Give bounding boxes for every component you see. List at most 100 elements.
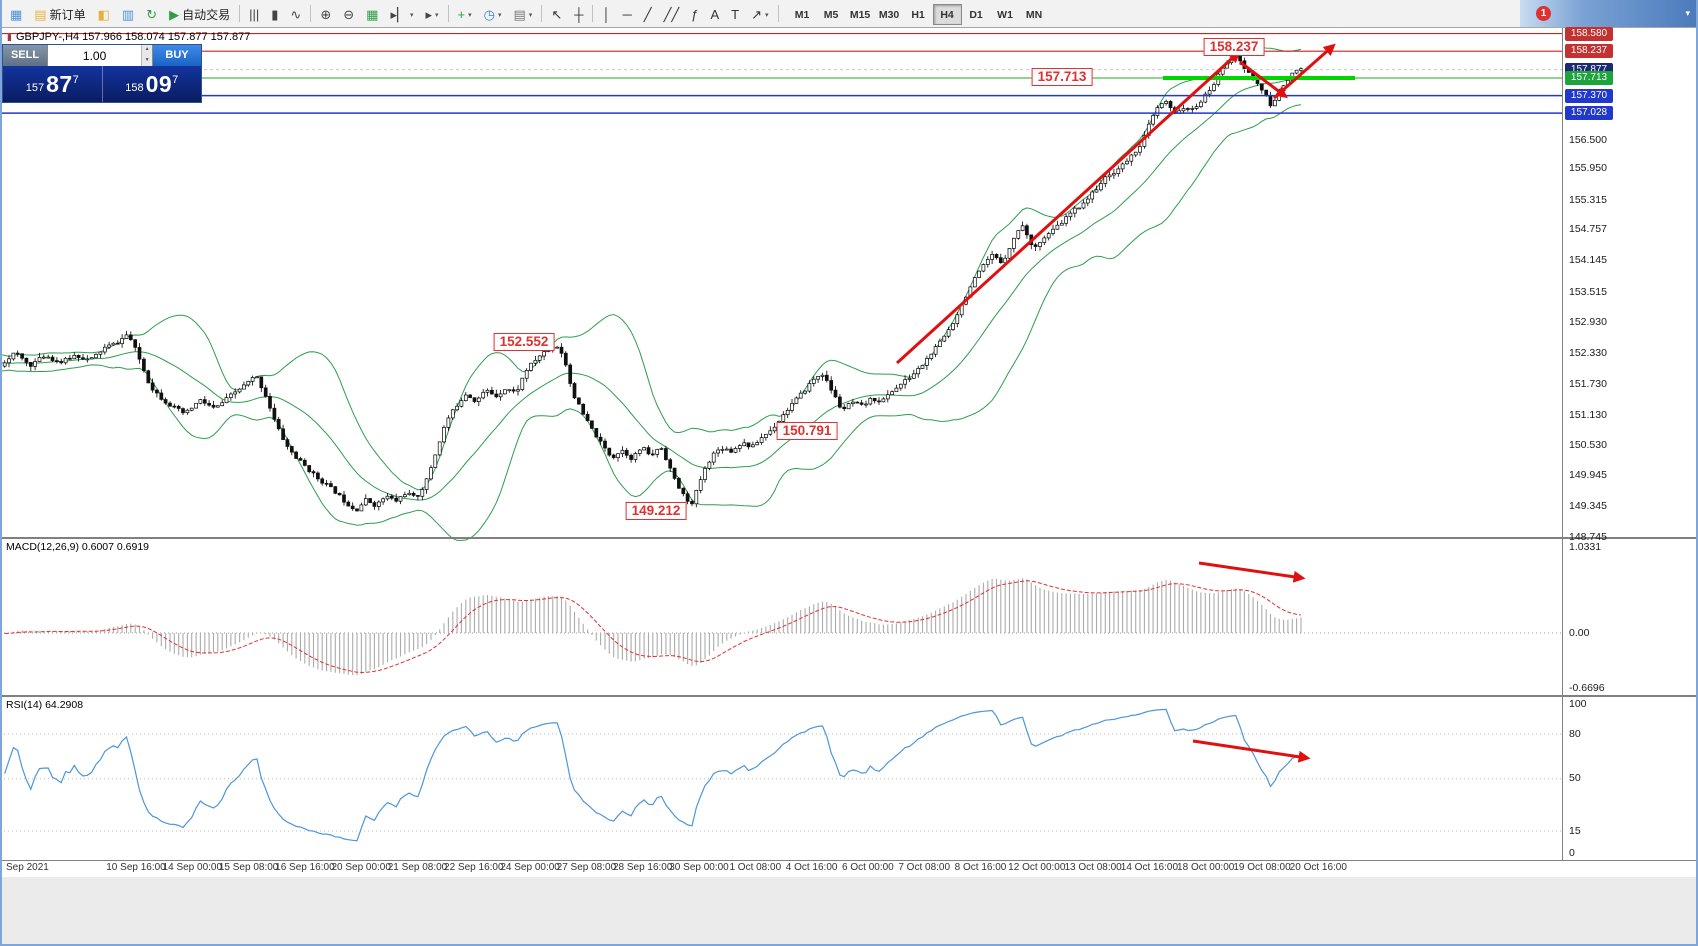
rsi-label: RSI(14) 64.2908: [6, 699, 84, 711]
templates-icon[interactable]: ▤ ▾: [509, 3, 538, 26]
horizontal-line-icon[interactable]: ─: [618, 3, 637, 26]
toolbar: ▦ ▤ 新订单 ◧ ▥ ↻ ▶ 自动交易 ||| ▮ ∿ ⊕ ⊖ ▦ ▸▏ ▾ ▸ ▾ + ▾ ◷ ▾ ▤ ▾ ↖ ┼ │ ─ ╱ ╱╱ ƒ…: [0, 0, 1698, 27]
price-tick-label: 151.130: [1569, 408, 1607, 421]
price-axis[interactable]: 156.500 155.950 155.315 154.757 154.145 153.5…: [1563, 26, 1698, 861]
time-tick-label: 19 Oct 08:00: [1233, 862, 1291, 873]
new-order-button: ▤: [34, 7, 47, 22]
bollinger-lower-band: [0, 104, 1302, 541]
window-border-left: [0, 0, 2, 946]
price-tick-label: 152.930: [1569, 316, 1607, 329]
trendline-icon: ╱: [643, 7, 652, 22]
window-menu-icon[interactable]: ▾: [1685, 8, 1690, 18]
time-tick-label: 12 Oct 00:00: [1008, 862, 1066, 873]
chart-shift-icon[interactable]: ▸ ▾: [420, 3, 443, 26]
candlestick-mode-icon[interactable]: ▮: [266, 3, 283, 26]
time-axis-separator: [0, 860, 1698, 861]
toolbar-separator: [447, 5, 449, 22]
bar-chart-mode-icon: |||: [249, 7, 260, 22]
volume-down-button[interactable]: ▼: [142, 55, 152, 66]
crosshair-icon[interactable]: ┼: [569, 3, 588, 26]
timeframe-button-m5[interactable]: M5: [823, 8, 839, 21]
bar-chart-mode-icon[interactable]: |||: [244, 3, 264, 26]
bollinger-middle-band: [0, 76, 1302, 501]
new-chart-icon[interactable]: ▦: [5, 3, 27, 26]
price-annotation[interactable]: 150.791: [776, 422, 838, 440]
timeframe-button-w1[interactable]: W1: [997, 8, 1013, 21]
timeframe-button-m30[interactable]: M30: [878, 8, 900, 21]
channel-icon[interactable]: ╱╱: [659, 3, 685, 26]
indicators-icon[interactable]: + ▾: [453, 3, 477, 26]
price-level-chip: 158.580: [1565, 26, 1613, 41]
price-annotation[interactable]: 149.212: [625, 502, 687, 520]
zoom-in-icon[interactable]: ⊕: [315, 3, 336, 26]
new-order-button[interactable]: ▤ 新订单: [29, 3, 90, 26]
auto-trading-button: ▶: [169, 7, 180, 22]
price-annotation[interactable]: 152.552: [493, 333, 555, 351]
dropdown-arrow-icon: ▾: [528, 11, 533, 19]
buy-price-big: 09: [145, 70, 173, 97]
chart-canvas[interactable]: [0, 28, 1563, 860]
symbol-ohlc-text: GBPJPY-,H4 157.966 158.074 157.877 157.8…: [15, 31, 251, 43]
trend-arrow[interactable]: [1192, 739, 1311, 763]
time-tick-label: 1 Oct 08:00: [729, 862, 782, 873]
price-level-chip: 157.028: [1565, 106, 1613, 121]
notification-badge[interactable]: 1: [1536, 6, 1551, 21]
fibonacci-icon[interactable]: ƒ: [686, 3, 703, 26]
vertical-line-icon[interactable]: │: [597, 3, 615, 26]
time-tick-label: 16 Sep 16:00: [275, 862, 335, 873]
cursor-icon[interactable]: ↖: [546, 3, 567, 26]
line-chart-mode-icon: ∿: [290, 7, 302, 22]
new-order-button-label: 新订单: [49, 8, 86, 22]
timeframe-button-h1[interactable]: H1: [911, 8, 925, 21]
timeframe-button-mn[interactable]: MN: [1025, 8, 1043, 21]
price-annotation[interactable]: 157.713: [1031, 68, 1093, 86]
timeframe-button-m1[interactable]: M1: [794, 8, 810, 21]
chart-history-icon[interactable]: ◧: [93, 3, 115, 26]
time-axis[interactable]: Sep 2021 10 Sep 16:00 14 Sep 00:00 15 Sep 0…: [0, 861, 1563, 877]
price-tick-label: 155.950: [1569, 161, 1607, 174]
volume-input[interactable]: [48, 45, 142, 66]
arrows-icon[interactable]: ↗ ▾: [746, 3, 773, 26]
text-icon[interactable]: A: [706, 3, 725, 26]
trendline-icon[interactable]: ╱: [639, 3, 657, 26]
price-annotation[interactable]: 158.237: [1203, 38, 1265, 56]
timeframe-button-m15[interactable]: M15: [849, 8, 871, 21]
volume-field: ▲ ▼: [47, 45, 153, 66]
templates-icon: ▤: [513, 7, 526, 22]
auto-trading-button[interactable]: ▶ 自动交易: [164, 3, 235, 26]
macd-panel-separator[interactable]: [0, 537, 1698, 539]
sell-price-prefix: 157: [25, 81, 45, 94]
market-watch-icon[interactable]: ▥: [117, 3, 139, 26]
window-border-right: [1696, 0, 1698, 946]
zoom-out-icon[interactable]: ⊖: [338, 3, 359, 26]
text-label-icon[interactable]: T: [726, 3, 744, 26]
trend-arrow[interactable]: [1239, 60, 1288, 99]
buy-button[interactable]: BUY: [153, 45, 201, 66]
auto-scroll-icon[interactable]: ▸▏ ▾: [385, 3, 418, 26]
tile-windows-icon[interactable]: ▦: [361, 3, 383, 26]
trend-arrow[interactable]: [1273, 43, 1336, 100]
rsi-panel-separator[interactable]: [0, 695, 1698, 697]
volume-up-button[interactable]: ▲: [142, 45, 152, 56]
line-chart-mode-icon[interactable]: ∿: [285, 3, 306, 26]
sell-button[interactable]: SELL: [3, 45, 47, 66]
timeframe-button-d1[interactable]: D1: [969, 8, 983, 21]
dropdown-arrow-icon: ▾: [435, 11, 439, 19]
chart-history-icon: ◧: [97, 7, 110, 22]
price-tick-label: 155.315: [1569, 194, 1607, 207]
channel-icon: ╱╱: [663, 7, 680, 22]
timeframe-button-h4[interactable]: H4: [932, 4, 962, 25]
sell-price-display[interactable]: 157 87 7: [3, 66, 102, 102]
toolbar-separator: [0, 27, 1698, 28]
buy-price-display[interactable]: 158 09 7: [103, 66, 202, 102]
trend-arrow[interactable]: [1198, 561, 1306, 583]
price-tick-label: 149.945: [1569, 469, 1607, 482]
periods-icon[interactable]: ◷ ▾: [479, 3, 507, 26]
trend-arrow[interactable]: [895, 50, 1241, 365]
time-tick-label: 7 Oct 08:00: [898, 862, 951, 873]
macd-axis-label: 1.0331: [1569, 540, 1602, 553]
data-refresh-icon[interactable]: ↻: [141, 3, 162, 26]
auto-trading-button-label: 自动交易: [182, 8, 231, 22]
